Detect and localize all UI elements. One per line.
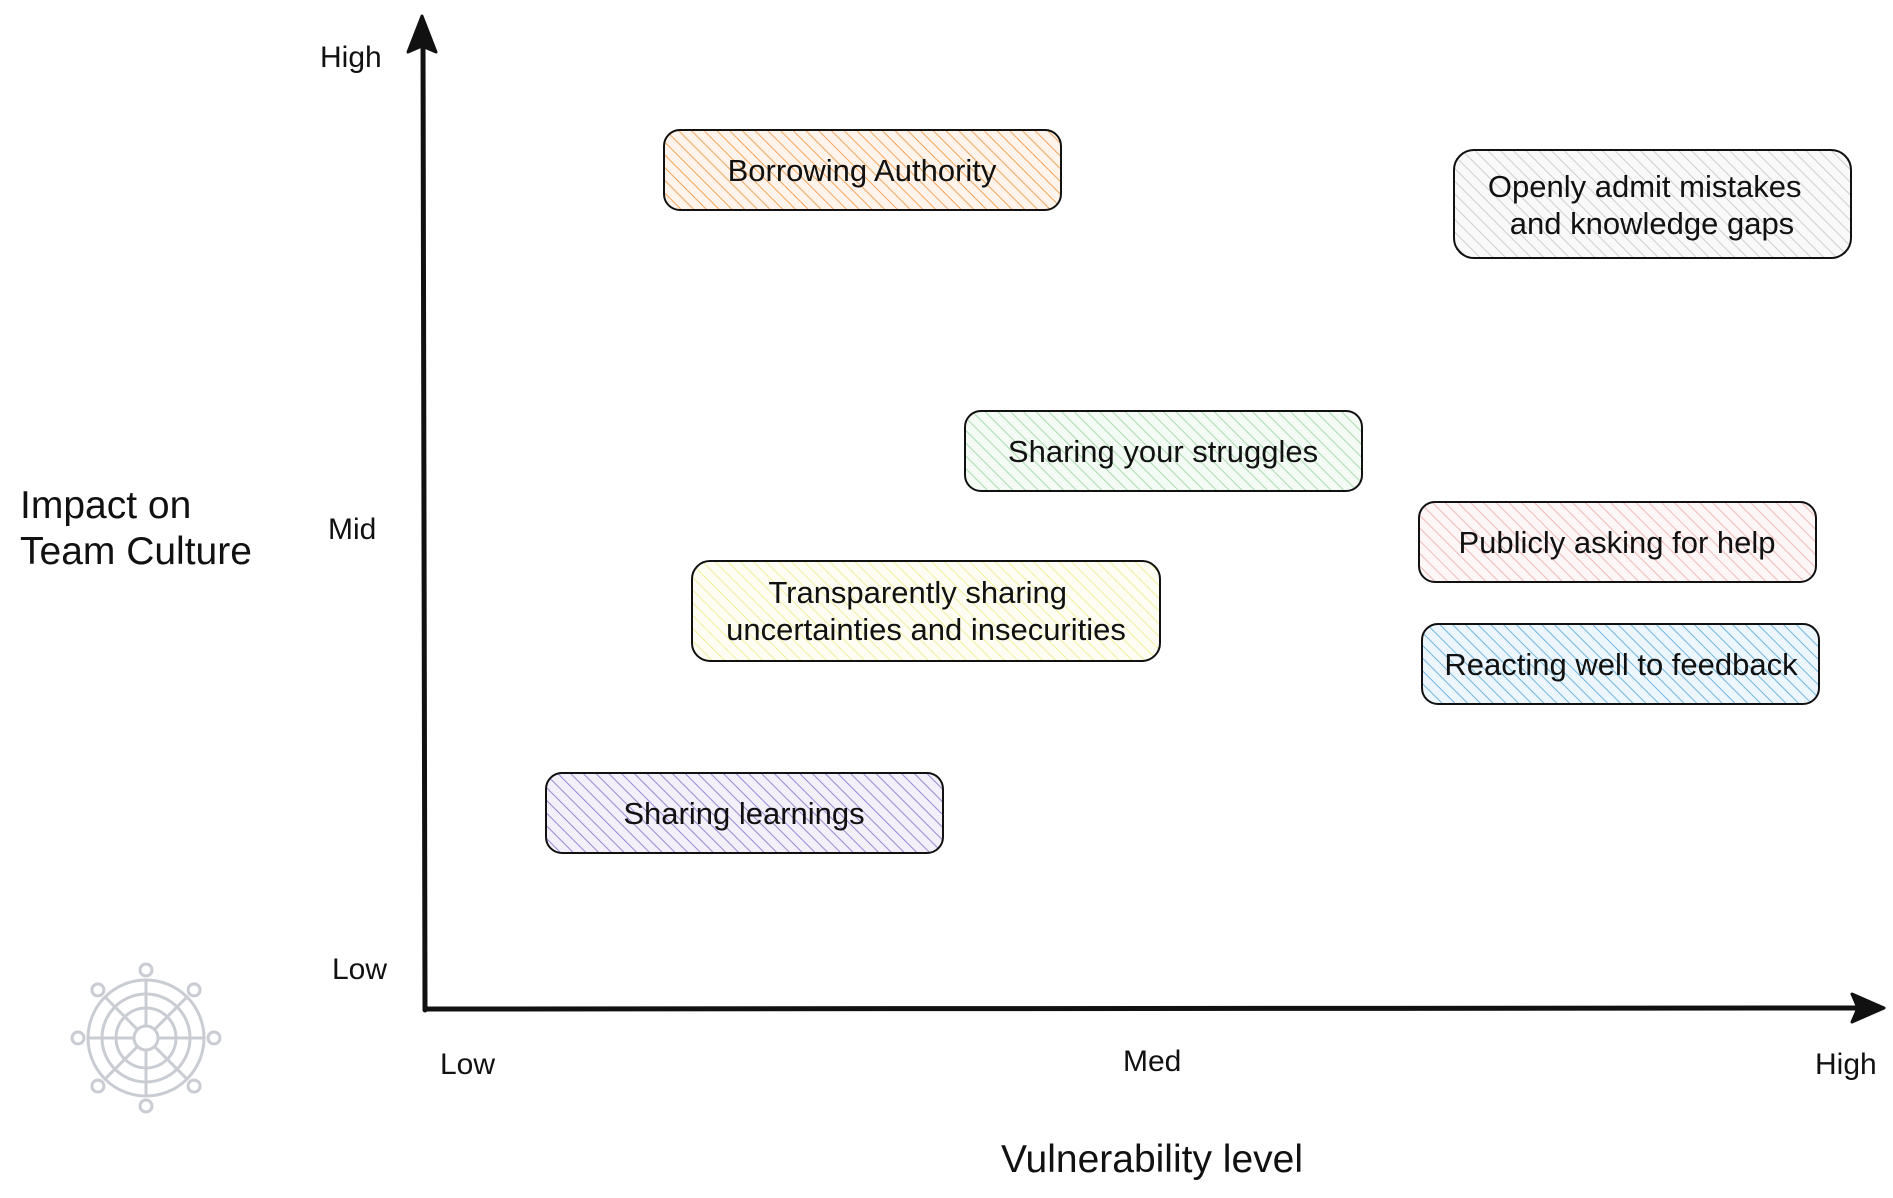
y-axis-title: Impact on Team Culture [20,484,252,573]
box-label-line: Sharing your struggles [1008,434,1318,469]
box-label-line: Reacting well to feedback [1444,647,1798,682]
box-sharing-learnings: Sharing learnings [545,772,944,854]
box-borrowing-authority: Borrowing Authority [663,129,1062,211]
x-tick-high: High [1815,1048,1877,1081]
x-tick-low: Low [440,1048,495,1081]
y-tick-high: High [320,41,382,74]
box-label-line: Transparently sharing [768,575,1067,610]
box-reacting-feedback-label: Reacting well to feedback [1444,647,1798,682]
y-axis-arrow-icon [406,14,438,54]
x-axis: Low Med High Vulnerability level [423,992,1886,1181]
box-label-line: Borrowing Authority [728,153,997,188]
box-openly-admit: Openly admit mistakes and knowledge gaps [1453,149,1852,259]
box-openly-admit-label: Openly admit mistakes and knowledge gaps [1488,169,1810,241]
dharma-wheel-watermark-icon [70,962,222,1114]
box-label-line: and knowledge gaps [1510,206,1794,241]
x-axis-arrow-icon [1850,992,1886,1024]
box-sharing-struggles: Sharing your struggles [964,410,1363,492]
box-sharing-struggles-label: Sharing your struggles [1008,434,1318,469]
boxes-layer: Borrowing Authority Openly admit mistake… [545,129,1852,854]
box-transparently-sharing: Transparently sharing uncertainties and … [691,560,1161,662]
box-transparently-sharing-label: Transparently sharing uncertainties and … [726,575,1126,647]
y-axis-title-line-2: Team Culture [20,530,252,573]
box-label-line: Publicly asking for help [1458,525,1775,560]
box-label-line: Openly admit mistakes [1488,169,1802,204]
box-publicly-asking-label: Publicly asking for help [1458,525,1775,560]
x-axis-line [423,1005,1865,1012]
y-axis-title-line-1: Impact on [20,484,191,527]
x-tick-med: Med [1123,1045,1181,1078]
box-borrowing-authority-label: Borrowing Authority [728,153,997,188]
box-label-line: uncertainties and insecurities [726,612,1126,647]
y-tick-low: Low [332,953,387,986]
x-axis-title: Vulnerability level [1001,1138,1303,1181]
box-reacting-feedback: Reacting well to feedback [1421,623,1820,705]
box-label-line: Sharing learnings [623,796,864,831]
y-tick-mid: Mid [328,513,376,546]
box-publicly-asking: Publicly asking for help [1418,501,1817,583]
box-sharing-learnings-label: Sharing learnings [623,796,864,831]
y-axis-line [420,37,428,1013]
y-axis: High Mid Low Impact on Team Culture [20,14,438,1013]
